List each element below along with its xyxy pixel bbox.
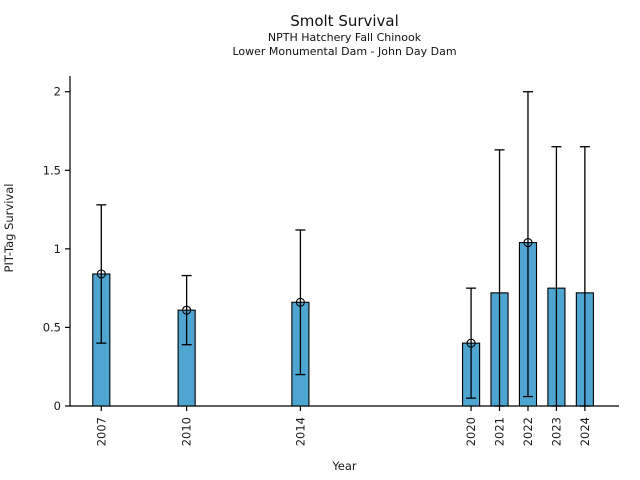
y-axis-label: PIT-Tag Survival [2,184,16,273]
point-marker-2014 [295,297,305,307]
x-tick-label-2021: 2021 [493,417,507,446]
chart-title: Smolt Survival [290,12,399,30]
point-marker-2020 [466,338,476,348]
point-marker-2022 [523,238,533,248]
y-tick-label: 2 [54,85,61,99]
x-tick-label-2014: 2014 [293,417,307,446]
x-tick-label-2020: 2020 [464,417,478,446]
y-tick-label: 1.5 [43,163,61,177]
x-tick-label-2010: 2010 [180,417,194,446]
point-marker-2010 [182,305,192,315]
x-tick-label-2024: 2024 [578,417,592,446]
point-marker-2007 [96,269,106,279]
chart-subtitle-line2: Lower Monumental Dam - John Day Dam [232,45,457,58]
x-tick-label-2023: 2023 [549,417,563,446]
x-tick-label-2022: 2022 [521,417,535,446]
chart-subtitle-line1: NPTH Hatchery Fall Chinook [267,31,422,44]
x-axis-label: Year [331,459,357,473]
x-tick-label-2007: 2007 [94,417,108,446]
y-tick-label: 1 [54,242,61,256]
y-tick-label: 0.5 [43,320,61,334]
y-tick-label: 0 [54,399,61,413]
